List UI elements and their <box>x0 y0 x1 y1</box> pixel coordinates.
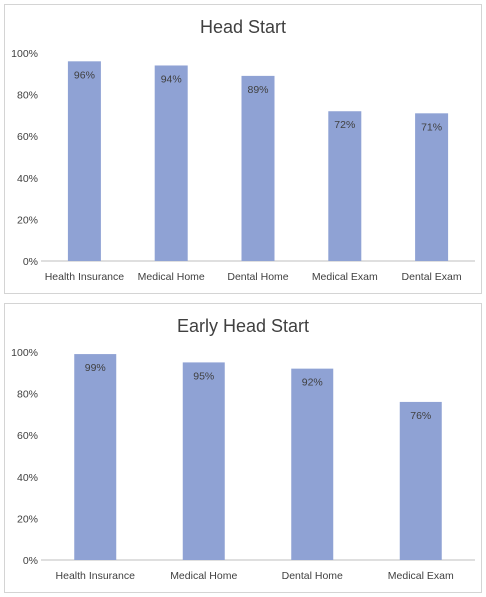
category-label: Medical Home <box>138 271 205 283</box>
early-head-start-chart-panel: Early Head Start 0% 20% 40% 60% 80% 100% 99% He… <box>4 303 482 593</box>
data-label: 71% <box>421 121 442 133</box>
data-label: 94% <box>161 73 182 85</box>
data-label: 76% <box>410 410 431 422</box>
chart-title: Head Start <box>200 17 286 37</box>
category-label: Medical Exam <box>312 271 378 283</box>
category-label: Dental Exam <box>402 271 462 283</box>
category-label: Health Insurance <box>45 271 125 283</box>
data-label: 99% <box>85 362 106 374</box>
category-label: Dental Home <box>227 271 288 283</box>
bar <box>67 61 101 261</box>
category-label: Medical Exam <box>388 570 454 582</box>
bar <box>74 354 117 560</box>
bar <box>399 401 442 560</box>
data-label: 92% <box>302 377 323 389</box>
data-label: 95% <box>193 370 214 382</box>
bar <box>415 113 449 261</box>
y-tick-label: 0% <box>23 256 38 268</box>
category-label: Medical Home <box>170 570 237 582</box>
y-tick-label: 40% <box>17 173 38 185</box>
y-tick-label: 20% <box>17 214 38 226</box>
head-start-chart-panel: Head Start 0% 20% 40% 60% 80% 100% 96% Health I… <box>4 4 482 294</box>
bar <box>328 111 362 262</box>
y-tick-label: 100% <box>11 347 38 359</box>
y-tick-label: 80% <box>17 90 38 102</box>
y-tick-label: 60% <box>17 430 38 442</box>
category-label: Health Insurance <box>56 570 136 582</box>
bar <box>154 65 188 261</box>
chart-title: Early Head Start <box>177 316 309 336</box>
bar <box>241 75 275 261</box>
data-label: 96% <box>74 69 95 81</box>
head-start-chart: Head Start 0% 20% 40% 60% 80% 100% 96% Health I… <box>11 17 475 283</box>
y-tick-label: 20% <box>17 513 38 525</box>
bar <box>291 368 334 560</box>
y-tick-label: 0% <box>23 555 38 567</box>
y-tick-label: 80% <box>17 389 38 401</box>
y-tick-label: 60% <box>17 131 38 143</box>
y-tick-label: 100% <box>11 48 38 60</box>
early-head-start-chart: Early Head Start 0% 20% 40% 60% 80% 100% 99% He… <box>11 316 475 582</box>
data-label: 72% <box>334 119 355 131</box>
category-label: Dental Home <box>282 570 343 582</box>
y-tick-label: 40% <box>17 472 38 484</box>
data-label: 89% <box>247 84 268 96</box>
bar <box>182 362 225 560</box>
